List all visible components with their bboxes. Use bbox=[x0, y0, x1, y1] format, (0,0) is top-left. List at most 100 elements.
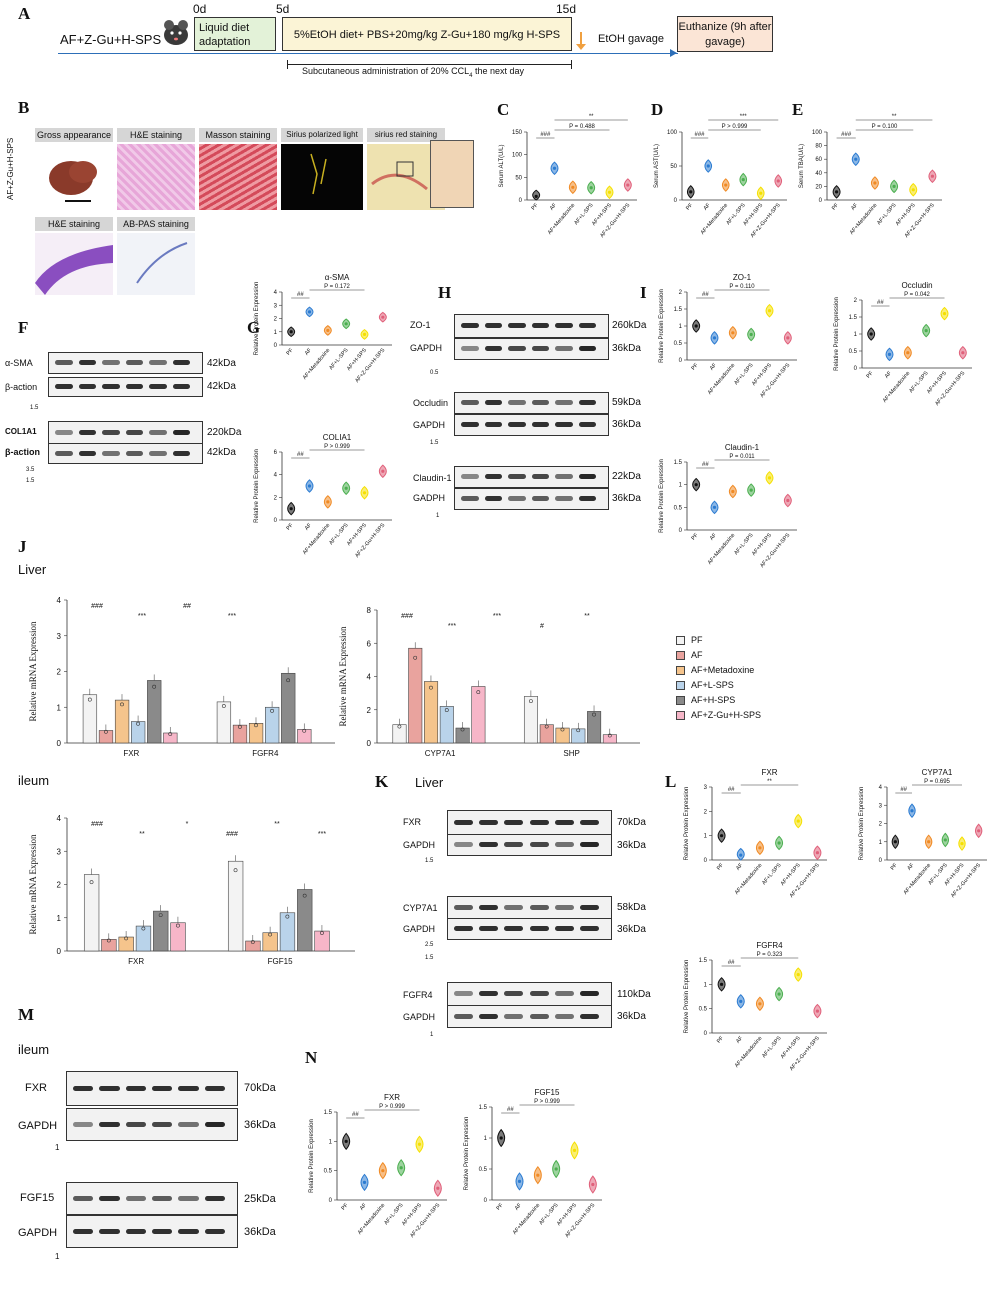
y-tick-label: 6 bbox=[367, 639, 372, 648]
sig-label: ### bbox=[401, 613, 413, 620]
panel-label-e: E bbox=[792, 100, 804, 119]
blot-k-band-cyp7a1 bbox=[447, 896, 612, 920]
sig-label: ** bbox=[767, 779, 772, 785]
bar bbox=[114, 699, 130, 744]
blot-band bbox=[508, 422, 526, 427]
violin-point bbox=[536, 1173, 540, 1177]
violin-point bbox=[534, 194, 538, 198]
blot-band bbox=[99, 1121, 120, 1127]
blot-band bbox=[461, 496, 479, 501]
blot-band bbox=[78, 384, 96, 389]
blot-band bbox=[454, 905, 474, 910]
blot-band bbox=[555, 323, 573, 328]
blot-band bbox=[479, 1013, 499, 1019]
blot-band bbox=[504, 1013, 524, 1019]
bar-point bbox=[120, 702, 124, 707]
bar bbox=[408, 647, 423, 744]
legend-metadoxine: AF+Metadoxine bbox=[676, 665, 754, 676]
blot-band bbox=[125, 1085, 146, 1091]
blot-f-kda-2: 42kDa bbox=[207, 381, 236, 392]
violin-point bbox=[906, 351, 910, 355]
sig-label: P > 0.999 bbox=[534, 1099, 560, 1105]
blot-h-kda-1: 260kDa bbox=[612, 320, 647, 331]
y-tick-label: 50 bbox=[515, 175, 522, 181]
violin-point bbox=[417, 1142, 422, 1146]
y-tick-label: 2 bbox=[854, 298, 858, 304]
y-axis-label: Relative Protein Expression bbox=[659, 289, 665, 363]
violin-point bbox=[362, 491, 367, 495]
x-tick-label: PF bbox=[716, 862, 726, 872]
sig-label: ### bbox=[841, 132, 852, 138]
blot-f-kda-1: 42kDa bbox=[207, 358, 236, 369]
y-tick-label: 20 bbox=[815, 184, 822, 190]
blot-band bbox=[531, 323, 549, 328]
bar bbox=[101, 939, 117, 952]
blot-band bbox=[454, 820, 474, 825]
sig-label: ** bbox=[584, 613, 590, 620]
x-tick-label: PF bbox=[286, 522, 296, 532]
y-tick-label: 1 bbox=[879, 840, 883, 846]
blot-band bbox=[204, 1121, 225, 1127]
blot-band bbox=[529, 1013, 549, 1019]
chart-l-cyp7a1: CYP7A1 Relative Protein Expression 0 1 2 3 4 PF… bbox=[859, 768, 987, 899]
y-tick-label: 150 bbox=[512, 130, 523, 136]
panel-label-i: I bbox=[640, 283, 647, 302]
blot-k-band-fxr bbox=[447, 810, 612, 836]
chart-title: FXR bbox=[384, 1093, 400, 1102]
gavage-label: EtOH gavage bbox=[598, 33, 665, 45]
y-tick-label: 3 bbox=[57, 847, 62, 856]
blot-k-scale-4: 1 bbox=[430, 1032, 434, 1038]
sig-label: P = 0.100 bbox=[872, 124, 898, 130]
sig-label: *** bbox=[740, 114, 748, 120]
sig-label: P = 0.011 bbox=[729, 454, 755, 460]
hdr-gross: Gross appearance bbox=[35, 128, 113, 142]
timeline-arrow-head bbox=[670, 49, 677, 57]
violin-point bbox=[815, 851, 820, 855]
chart-l-fgfr4: FGFR4 Relative Protein Expression 0 0.5 1 1.5… bbox=[684, 941, 827, 1072]
panel-label-m: M bbox=[18, 1005, 35, 1024]
x-tick-label: AF bbox=[359, 1202, 369, 1212]
bar-point bbox=[285, 914, 290, 919]
blot-band bbox=[555, 422, 573, 427]
blot-k-band-gapdh-2 bbox=[447, 918, 612, 940]
y-axis-label: Relative mRNA Expression bbox=[28, 834, 38, 934]
blot-band bbox=[172, 360, 190, 365]
y-tick-label: 100 bbox=[512, 153, 523, 159]
y-axis-label: Relative Protein Expression bbox=[254, 449, 260, 523]
x-tick-label: PF bbox=[866, 370, 876, 380]
blot-band bbox=[479, 905, 499, 910]
abpas-image bbox=[117, 233, 195, 295]
bar bbox=[471, 686, 486, 744]
bar bbox=[297, 729, 312, 744]
violin-point bbox=[739, 853, 743, 857]
violin-point bbox=[943, 838, 947, 842]
violin-point bbox=[344, 486, 348, 490]
y-tick-label: 3 bbox=[704, 785, 708, 791]
bar bbox=[297, 889, 313, 952]
blot-m-scale-2: 1 bbox=[55, 1252, 60, 1261]
y-tick-label: 0 bbox=[519, 198, 523, 204]
blot-band bbox=[204, 1195, 225, 1201]
bar bbox=[135, 925, 152, 952]
violin-point bbox=[694, 324, 698, 328]
bar-point bbox=[89, 880, 94, 885]
y-axis-label: Serum TBA(U/L) bbox=[799, 144, 805, 188]
panel-label-l: L bbox=[665, 772, 677, 791]
violin-point bbox=[927, 840, 931, 844]
blot-band bbox=[55, 360, 73, 365]
y-tick-label: 4 bbox=[274, 290, 278, 296]
blot-band bbox=[78, 450, 96, 456]
y-tick-label: 0.5 bbox=[674, 341, 683, 347]
violin-point bbox=[869, 332, 873, 336]
blot-band bbox=[454, 842, 474, 847]
blot-band bbox=[508, 346, 526, 351]
blot-band bbox=[178, 1228, 199, 1234]
y-tick-label: 4 bbox=[57, 596, 62, 605]
blot-band bbox=[125, 384, 143, 389]
y-axis-label: Relative Protein Expression bbox=[684, 787, 690, 861]
y-axis-label: Serum ALT(U/L) bbox=[499, 145, 505, 188]
bar bbox=[82, 694, 98, 744]
blot-m-row-gapdh-1: GAPDH bbox=[18, 1120, 58, 1132]
sig-label: ## bbox=[297, 292, 304, 298]
x-tick-label: PF bbox=[691, 532, 701, 542]
